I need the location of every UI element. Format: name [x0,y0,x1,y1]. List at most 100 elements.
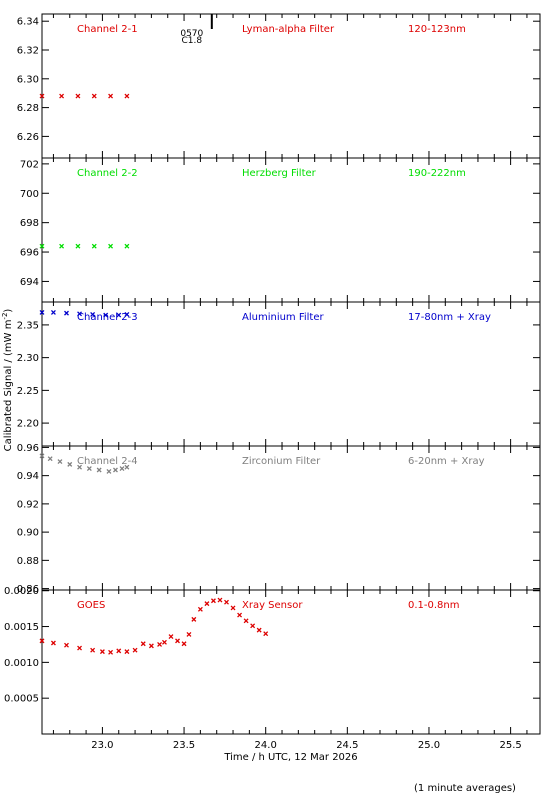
panel-title: GOES [77,600,105,611]
data-point [39,243,45,249]
data-point [99,649,105,655]
data-point [39,310,45,315]
data-point [263,631,269,637]
panel-band: 120-123nm [408,24,466,35]
data-point [96,467,102,473]
data-point [39,93,45,99]
data-point [181,641,187,647]
data-point [132,647,138,653]
panel-title: Channel 2-1 [77,24,138,35]
panel-band: 0.1-0.8nm [408,600,460,611]
x-tick-label: 24.0 [255,740,277,751]
y-tick-label: 698 [20,218,39,229]
data-point [75,93,81,99]
y-tick-label: 6.34 [17,17,39,28]
data-point [106,468,112,474]
panel-subtitle: Xray Sensor [242,600,303,611]
data-point [224,599,229,605]
panel-1: 6.26 6.28 6.30 6.32 6.34 Channel 2-1 Lyman-alp… [17,13,541,159]
data-point [77,464,83,470]
panel-2: 694 696 698 700 702 Channel 2-2 Herzberg Filte… [20,157,541,303]
y-tick-label: 6.30 [17,74,39,85]
data-point [50,640,56,646]
data-point [197,606,203,612]
data-point [124,649,130,655]
data-point [230,605,236,611]
data-point [91,243,97,249]
x-tick-label: 23.5 [173,740,195,751]
panel-subtitle: Zirconium Filter [242,456,321,467]
panel-frame [41,13,541,159]
flare-label: C1.8 [182,36,203,46]
data-point [59,243,65,249]
data-point [113,467,118,473]
panel-frame [41,301,541,447]
y-tick-label: 696 [20,248,39,259]
panel-5: 0.0005 0.0010 0.0015 0.0020 GOES Xray Sensor 0… [4,586,541,751]
x-tick-label: 24.5 [336,740,358,751]
data-point [57,459,63,464]
chart-panels: 6.26 6.28 6.30 6.32 6.34 Channel 2-1 Lyman-alp… [4,13,541,751]
panel-title: Channel 2-3 [77,312,138,323]
y-tick-label: 6.28 [17,103,39,114]
panel-title: Channel 2-4 [77,456,138,467]
y-tick-label: 0.94 [17,471,39,482]
panel-title: Channel 2-2 [77,168,138,179]
y-axis-label: Calibrated Signal / (mW m-2) [1,309,14,452]
y-tick-label: 0.90 [17,528,39,539]
data-point [210,598,216,604]
panel-band: 17-80nm + Xray [408,312,491,323]
panel-frame [41,589,541,735]
data-point [39,453,45,459]
data-point [77,645,83,651]
panel-4: 0.86 0.88 0.90 0.92 0.94 0.96 Channel 2-4 Zirco… [17,443,541,595]
y-tick-label: 694 [20,277,39,288]
data-point [39,638,45,644]
y-tick-label: 0.0020 [4,586,39,597]
data-point [91,93,97,99]
y-tick-label: 2.35 [17,320,39,331]
panel-band: 6-20nm + Xray [408,456,485,467]
data-point [250,623,256,629]
data-point [243,618,249,624]
data-point [108,649,114,655]
panel-subtitle: Aluminium Filter [242,312,325,323]
y-tick-label: 0.88 [17,556,39,567]
data-point [90,647,96,653]
panel-subtitle: Herzberg Filter [242,168,317,179]
panel-band: 190-222nm [408,168,466,179]
data-point [108,93,114,99]
data-point [50,310,56,315]
data-point [256,627,262,633]
data-point [237,612,243,618]
y-tick-label: 6.32 [17,46,39,57]
panel-subtitle: Lyman-alpha Filter [242,24,335,35]
data-point [64,642,69,648]
data-point [186,631,192,637]
data-point [116,312,122,318]
data-point [148,643,154,649]
data-point [157,641,163,647]
data-point [161,639,167,645]
flare-label: 0570 [180,29,203,39]
data-point [204,601,210,607]
data-point [124,464,130,470]
data-point [77,311,83,317]
y-tick-label: 0.86 [17,584,39,595]
y-tick-label: 2.30 [17,353,39,364]
data-point [124,243,130,249]
panel-frame [41,157,541,303]
data-point [86,466,92,472]
y-tick-label: 700 [20,189,39,200]
y-tick-label: 702 [20,159,39,170]
data-point [116,648,122,654]
data-point [175,638,180,644]
panel-frame [41,445,541,591]
y-tick-label: 0.92 [17,499,39,510]
data-point [124,311,130,317]
x-tick-label: 23.0 [91,740,113,751]
x-tick-label: 25.0 [418,740,440,751]
y-tick-label: 0.96 [17,443,39,454]
data-point [90,311,96,317]
